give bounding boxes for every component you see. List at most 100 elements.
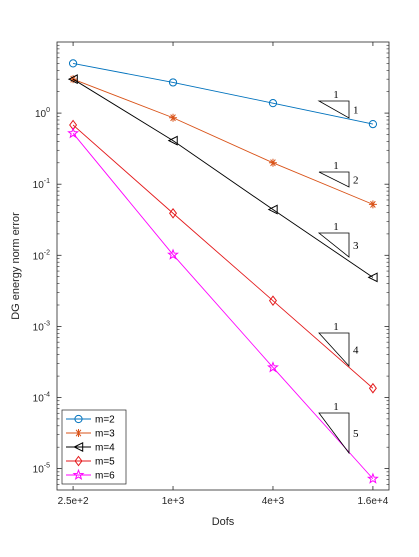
- y-tick-label: 10-3: [33, 320, 50, 333]
- data-point-m=6-2: [167, 248, 179, 260]
- y-tick-base: 10: [33, 180, 45, 191]
- data-point-m=4-3-shape: [267, 204, 278, 215]
- y-tick-base: 10: [33, 465, 45, 476]
- slope-run-label: 1: [333, 401, 339, 413]
- data-point-m=4-1: [67, 74, 78, 85]
- data-point-m=6-1: [67, 127, 80, 139]
- legend-marker-shape: [74, 414, 83, 424]
- data-point-m=3-4-shape: [368, 200, 377, 209]
- data-point-m=6-4-shape: [366, 472, 379, 484]
- data-point-m=3-1: [69, 75, 78, 84]
- legend-label: m=6: [95, 471, 115, 482]
- axis-ticks: 2.5e+2 1e+3 4e+3 1.6e+410-510-410-310-210-1…: [33, 42, 389, 507]
- data-point-m=5-3: [268, 295, 277, 307]
- slope-rise-label: 2: [353, 175, 359, 187]
- legend-entry-m=4: m=4: [66, 441, 115, 454]
- y-axis-label: DG energy norm error: [10, 212, 22, 320]
- slope-triangle-shape: [317, 100, 350, 119]
- slope-triangle-shape: [318, 171, 350, 188]
- plot-frame: [56, 41, 390, 491]
- y-tick-exponent: -5: [44, 463, 50, 470]
- legend-marker: [74, 429, 83, 437]
- y-tick-exponent: 0: [46, 107, 50, 114]
- x-axis-label: Dofs: [212, 516, 235, 528]
- x-tick-label: 1.6e+4: [357, 496, 388, 507]
- legend-marker-shape: [73, 441, 84, 453]
- data-point-m=3-2: [169, 113, 178, 122]
- data-point-m=4-2: [167, 135, 178, 146]
- data-point-m=3-3-shape: [268, 158, 277, 167]
- data-point-m=2-4: [368, 120, 378, 129]
- data-point-m=4-1-shape: [67, 74, 78, 85]
- data-point-m=3-4: [368, 200, 377, 209]
- data-point-m=6-2-shape: [167, 248, 179, 260]
- data-point-m=4-2-shape: [167, 135, 178, 146]
- y-tick-exponent: -3: [44, 320, 50, 327]
- legend-entry-m=5: m=5: [66, 455, 115, 468]
- series-line-m=2: [73, 62, 374, 125]
- y-tick-base: 10: [33, 251, 45, 262]
- legend-label: m=3: [95, 429, 115, 440]
- series-line-m=4: [72, 78, 374, 278]
- slope-triangle-1: 11: [317, 89, 359, 119]
- y-tick-label: 10-2: [33, 249, 50, 262]
- legend-marker-shape: [72, 468, 85, 481]
- data-point-m=2-3: [268, 99, 278, 108]
- data-point-m=3-2-shape: [169, 113, 178, 122]
- data-point-m=2-1-shape: [68, 59, 78, 68]
- data-point-m=2-4-shape: [368, 120, 378, 129]
- data-point-m=6-4: [366, 472, 379, 484]
- plot-marks: [67, 59, 379, 484]
- data-point-m=5-4-shape: [368, 382, 377, 394]
- data-point-m=4-3: [267, 204, 278, 215]
- data-point-m=2-1: [68, 59, 78, 68]
- slope-triangle-3: 13: [317, 221, 359, 258]
- legend: m=2 m=3 m=4 m=5 m=6: [61, 409, 127, 485]
- data-point-m=6-1-shape: [67, 127, 80, 139]
- legend-marker: [73, 441, 84, 453]
- data-point-m=5-4: [368, 382, 377, 394]
- data-point-m=6-3: [267, 361, 279, 373]
- x-tick-label: 2.5e+2: [58, 496, 89, 507]
- slope-triangle-2: 12: [318, 160, 359, 188]
- data-point-m=5-2: [169, 207, 178, 219]
- data-point-m=2-2-shape: [168, 78, 178, 87]
- data-point-m=4-4: [367, 272, 378, 283]
- slope-triangle-5: 15: [318, 401, 359, 455]
- slope-rise-label: 5: [353, 428, 359, 440]
- data-point-m=2-3-shape: [268, 99, 278, 108]
- y-tick-exponent: -4: [44, 391, 50, 398]
- y-tick-label: 10-5: [33, 463, 50, 476]
- data-point-m=5-3-shape: [268, 295, 277, 307]
- data-point-m=6-3-shape: [267, 361, 279, 373]
- series-line-m=5: [72, 124, 374, 389]
- slope-run-label: 1: [333, 221, 339, 233]
- x-tick-label: 1e+3: [162, 496, 185, 507]
- legend-marker: [72, 468, 85, 481]
- legend-marker-shape: [74, 455, 83, 467]
- legend-label: m=2: [95, 415, 115, 426]
- slope-run-label: 1: [333, 89, 339, 101]
- legend-marker: [74, 414, 83, 424]
- y-tick-base: 10: [33, 322, 45, 333]
- legend-entry-m=3: m=3: [66, 429, 115, 440]
- legend-label: m=4: [95, 443, 115, 454]
- slope-triangle-4: 14: [318, 321, 359, 368]
- legend-marker-shape: [74, 429, 83, 437]
- slope-triangle-shape: [317, 232, 350, 258]
- slope-run-label: 1: [333, 321, 339, 333]
- series-line-m=6: [72, 133, 374, 480]
- data-point-m=3-3: [268, 158, 277, 167]
- slope-run-label: 1: [333, 160, 339, 172]
- legend-label: m=5: [95, 457, 115, 468]
- legend-entry-m=2: m=2: [66, 415, 115, 426]
- slope-rise-label: 3: [353, 240, 359, 252]
- y-tick-base: 10: [33, 393, 45, 404]
- y-tick-label: 10-1: [33, 178, 50, 191]
- data-point-m=2-2: [168, 78, 178, 87]
- y-tick-label: 10-4: [33, 391, 50, 404]
- x-tick-label: 4e+3: [262, 496, 285, 507]
- y-tick-exponent: -2: [44, 249, 50, 256]
